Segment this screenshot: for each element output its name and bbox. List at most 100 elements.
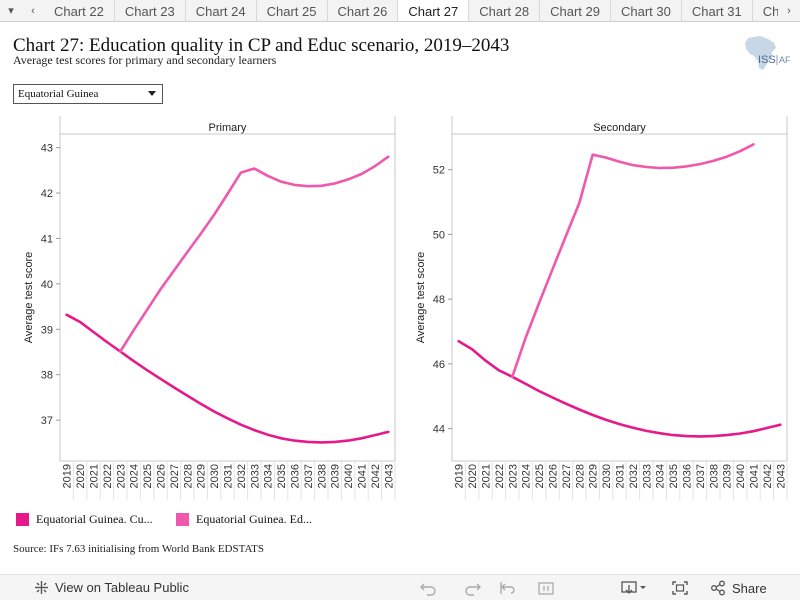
x-tick-label: 2024 bbox=[129, 464, 141, 488]
chart-legend: Equatorial Guinea. Cu... Equatorial Guin… bbox=[0, 512, 800, 536]
x-tick-label: 2026 bbox=[548, 464, 560, 488]
series-line-educ-scenario[interactable] bbox=[510, 143, 755, 379]
x-tick-label: 2024 bbox=[521, 464, 533, 488]
x-tick-label: 2027 bbox=[169, 464, 181, 488]
x-tick-label: 2041 bbox=[357, 464, 369, 488]
chart-panel-secondary: Secondary 44 46 48 50 52 Average test score 201… bbox=[415, 116, 788, 500]
y-tick-label: 38 bbox=[41, 370, 53, 382]
x-tick-label: 2022 bbox=[494, 464, 506, 488]
y-tick-label: 52 bbox=[433, 165, 445, 177]
x-tick-label: 2037 bbox=[303, 464, 315, 488]
logo-text: ISS bbox=[758, 54, 776, 66]
tab-menu-icon[interactable]: ▾ bbox=[8, 5, 14, 17]
panel-title: Secondary bbox=[593, 122, 646, 134]
tab-chart-28[interactable]: Chart 28 bbox=[469, 0, 541, 21]
x-tick-label: 2042 bbox=[762, 464, 774, 488]
tab-scroll-right-icon[interactable]: › bbox=[778, 0, 800, 21]
y-tick-label: 50 bbox=[433, 229, 445, 241]
tab-chart-23[interactable]: Chart 23 bbox=[115, 0, 186, 21]
iss-africa-logo: ISS AF bbox=[738, 34, 791, 74]
x-tick-label: 2043 bbox=[383, 464, 395, 488]
tab-chart-26[interactable]: Chart 26 bbox=[328, 0, 399, 21]
tab-chart-31[interactable]: Chart 31 bbox=[682, 0, 753, 21]
tab-chart-30[interactable]: Chart 30 bbox=[611, 0, 682, 21]
x-tick-label: 2021 bbox=[89, 464, 101, 488]
fullscreen-icon[interactable] bbox=[671, 580, 689, 596]
chevron-down-icon bbox=[148, 91, 156, 96]
view-on-tableau-public-label: View on Tableau Public bbox=[55, 580, 189, 595]
share-label: Share bbox=[732, 580, 767, 596]
x-tick-label: 2038 bbox=[316, 464, 328, 488]
y-axis-label: Average test score bbox=[415, 252, 427, 344]
x-tick-label: 2038 bbox=[708, 464, 720, 488]
x-tick-label: 2035 bbox=[276, 464, 288, 488]
x-tick-label: 2028 bbox=[182, 464, 194, 488]
x-tick-label: 2039 bbox=[722, 464, 734, 488]
legend-label-current-path: Equatorial Guinea. Cu... bbox=[36, 512, 153, 526]
x-tick-label: 2027 bbox=[561, 464, 573, 488]
x-tick-label: 2043 bbox=[775, 464, 787, 488]
x-tick-label: 2030 bbox=[209, 464, 221, 488]
x-tick-label: 2023 bbox=[507, 464, 519, 488]
x-tick-label: 2020 bbox=[75, 464, 87, 488]
x-tick-label: 2031 bbox=[615, 464, 627, 488]
panel-title: Primary bbox=[209, 122, 247, 134]
country-filter-dropdown[interactable]: Equatorial Guinea bbox=[13, 84, 163, 104]
x-tick-label: 2036 bbox=[290, 464, 302, 488]
legend-label-educ-scenario: Equatorial Guinea. Ed... bbox=[196, 512, 312, 526]
page-subtitle: Average test scores for primary and seco… bbox=[13, 53, 277, 67]
share-button[interactable]: Share bbox=[710, 580, 767, 596]
legend-item-current-path[interactable]: Equatorial Guinea. Cu... bbox=[16, 512, 153, 527]
y-tick-label: 43 bbox=[41, 143, 53, 155]
series-line-educ-scenario[interactable] bbox=[119, 155, 390, 353]
undo-icon[interactable] bbox=[419, 580, 437, 596]
download-icon[interactable] bbox=[620, 580, 648, 596]
page-title: Chart 27: Education quality in CP and Ed… bbox=[13, 35, 510, 56]
x-tick-label: 2019 bbox=[454, 464, 466, 488]
legend-swatch-educ-scenario bbox=[176, 513, 189, 526]
tab-chart-27[interactable]: Chart 27 bbox=[398, 0, 470, 21]
x-tick-label: 2030 bbox=[601, 464, 613, 488]
view-on-tableau-public-button[interactable]: View on Tableau Public bbox=[34, 580, 189, 595]
x-tick-label: 2042 bbox=[370, 464, 382, 488]
x-tick-label: 2029 bbox=[196, 464, 208, 488]
y-tick-label: 37 bbox=[41, 415, 53, 427]
africa-map-icon: ISS AF bbox=[745, 36, 791, 70]
logo-suffix: AF bbox=[779, 55, 790, 65]
test-score-chart: Primary 37 38 39 40 41 42 43 Average test score 2… bbox=[23, 116, 788, 500]
y-tick-label: 39 bbox=[41, 324, 53, 336]
x-tick-label: 2034 bbox=[655, 464, 667, 488]
source-note: Source: IFs 7.63 initialising from World… bbox=[13, 543, 265, 555]
x-tick-label: 2025 bbox=[142, 464, 154, 488]
tab-chart-24[interactable]: Chart 24 bbox=[186, 0, 257, 21]
tab-chart-25[interactable]: Chart 25 bbox=[257, 0, 328, 21]
series-line-current-path[interactable] bbox=[457, 339, 782, 438]
x-tick-label: 2034 bbox=[263, 464, 275, 488]
x-tick-label: 2036 bbox=[682, 464, 694, 488]
x-tick-label: 2040 bbox=[735, 464, 747, 488]
x-tick-label: 2037 bbox=[695, 464, 707, 488]
x-tick-label: 2022 bbox=[102, 464, 114, 488]
x-tick-label: 2041 bbox=[749, 464, 761, 488]
legend-item-educ-scenario[interactable]: Equatorial Guinea. Ed... bbox=[176, 512, 312, 527]
tab-chart-22[interactable]: Chart 22 bbox=[44, 0, 115, 21]
x-tick-label: 2032 bbox=[628, 464, 640, 488]
x-tick-label: 2040 bbox=[343, 464, 355, 488]
y-tick-label: 44 bbox=[433, 424, 445, 436]
country-filter-value: Equatorial Guinea bbox=[18, 88, 99, 100]
tableau-logo-icon bbox=[34, 580, 49, 595]
series-line-current-path[interactable] bbox=[65, 313, 390, 444]
y-tick-label: 48 bbox=[433, 294, 445, 306]
x-tick-label: 2031 bbox=[223, 464, 235, 488]
x-tick-label: 2023 bbox=[115, 464, 127, 488]
pause-updates-icon[interactable] bbox=[537, 580, 555, 596]
redo-icon[interactable] bbox=[464, 580, 482, 596]
x-tick-label: 2033 bbox=[249, 464, 261, 488]
revert-icon[interactable] bbox=[498, 580, 516, 596]
sheet-tabs: Chart 22 Chart 23 Chart 24 Chart 25 Chart 26… bbox=[44, 0, 800, 21]
tab-chart-29[interactable]: Chart 29 bbox=[540, 0, 611, 21]
x-tick-label: 2026 bbox=[156, 464, 168, 488]
tab-scroll-left-icon[interactable]: ‹ bbox=[31, 4, 35, 17]
y-tick-label: 42 bbox=[41, 188, 53, 200]
sheet-tab-bar: ▾ ‹ Chart 22 Chart 23 Chart 24 Chart 25 Char… bbox=[0, 0, 800, 22]
